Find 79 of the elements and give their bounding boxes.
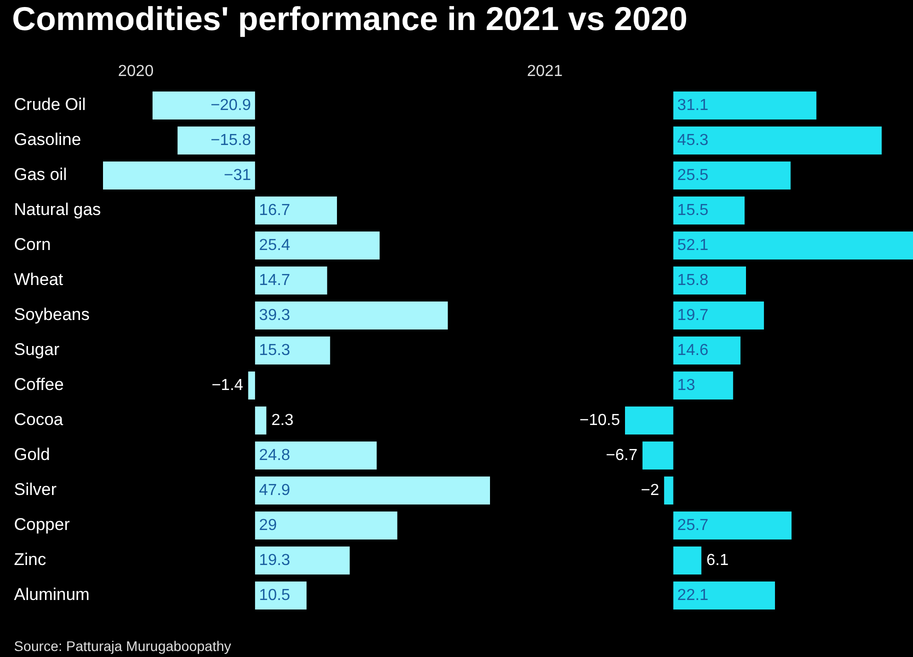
data-label: 19.3 [259,552,290,569]
data-label: −1.4 [212,376,244,394]
bar [255,442,377,470]
bar [625,406,674,434]
data-label: 10.5 [259,586,290,604]
y-tick-label: Copper [14,515,70,534]
data-label: −15.8 [210,132,252,149]
bar [673,336,740,364]
data-label: 25.5 [677,166,709,184]
bar [673,196,745,224]
data-label: 13 [677,376,696,394]
data-label: 29 [259,516,277,534]
data-label: 22.1 [677,586,709,604]
y-tick-label: Natural gas [14,200,101,220]
chart-subtitle: 2021 [527,63,563,81]
data-label: 15.8 [677,272,709,289]
data-label: 15.3 [259,342,290,359]
bar [673,582,775,610]
bar [673,512,792,540]
data-label: 19.7 [677,306,709,324]
bar [673,92,816,120]
data-label: −2 [640,482,660,499]
y-tick-label: Coffee [14,375,64,394]
y-tick-label: Aluminum [14,585,90,604]
data-label: −31 [224,166,252,184]
chart-title: Commodities' performance in 2021 vs 2020 [12,0,688,38]
bar [673,266,746,294]
y-tick-label: Corn [14,235,51,254]
data-label: −6.7 [606,446,638,464]
data-label: 52.1 [677,236,709,254]
bar [255,266,328,294]
bar [673,546,702,574]
y-tick-label: Sugar [14,340,60,360]
bar [255,196,337,224]
y-tick-label: Cocoa [14,410,64,430]
y-tick-label: Wheat [14,270,64,290]
y-tick-label: Gasoline [14,130,82,150]
data-label: 14.7 [259,272,290,289]
bar [152,92,256,120]
bar [673,232,913,260]
data-label: 39.3 [259,306,290,324]
bar [673,302,764,330]
data-label: 45.3 [677,132,709,149]
y-tick-label: Crude Oil [14,95,86,114]
source-note: Source: Patturaja Murugaboopathy [14,638,232,654]
data-label: 6.1 [706,552,729,569]
y-tick-label: Gas oil [14,165,67,184]
bar [255,546,350,574]
data-label: −10.5 [580,412,620,429]
y-tick-label: Zinc [14,550,47,570]
data-label: 15.5 [677,202,709,219]
y-tick-label: Silver [14,480,57,500]
bar [673,372,734,400]
data-label: −20.9 [210,96,252,114]
bar [255,406,266,434]
bar [255,302,448,330]
data-label: 14.6 [677,342,709,359]
bar [248,372,256,400]
bar [673,162,791,190]
y-tick-label: Gold [14,445,50,464]
bar [255,336,330,364]
bar [255,232,380,260]
data-label: 16.7 [259,202,290,219]
bar [255,582,307,610]
bar [673,126,882,154]
bar [664,476,674,504]
data-label: 25.4 [259,236,290,254]
bar [178,126,256,154]
data-label: 47.9 [259,482,290,499]
bar [255,512,398,540]
data-label: 24.8 [259,446,290,464]
bar [255,476,490,504]
data-label: 25.7 [677,516,709,534]
data-label: 2.3 [271,412,294,429]
y-tick-label: Soybeans [14,305,90,324]
bar [103,162,256,190]
chart-subtitle: 2020 [118,63,154,81]
data-label: 31.1 [677,96,709,114]
bar [642,442,674,470]
